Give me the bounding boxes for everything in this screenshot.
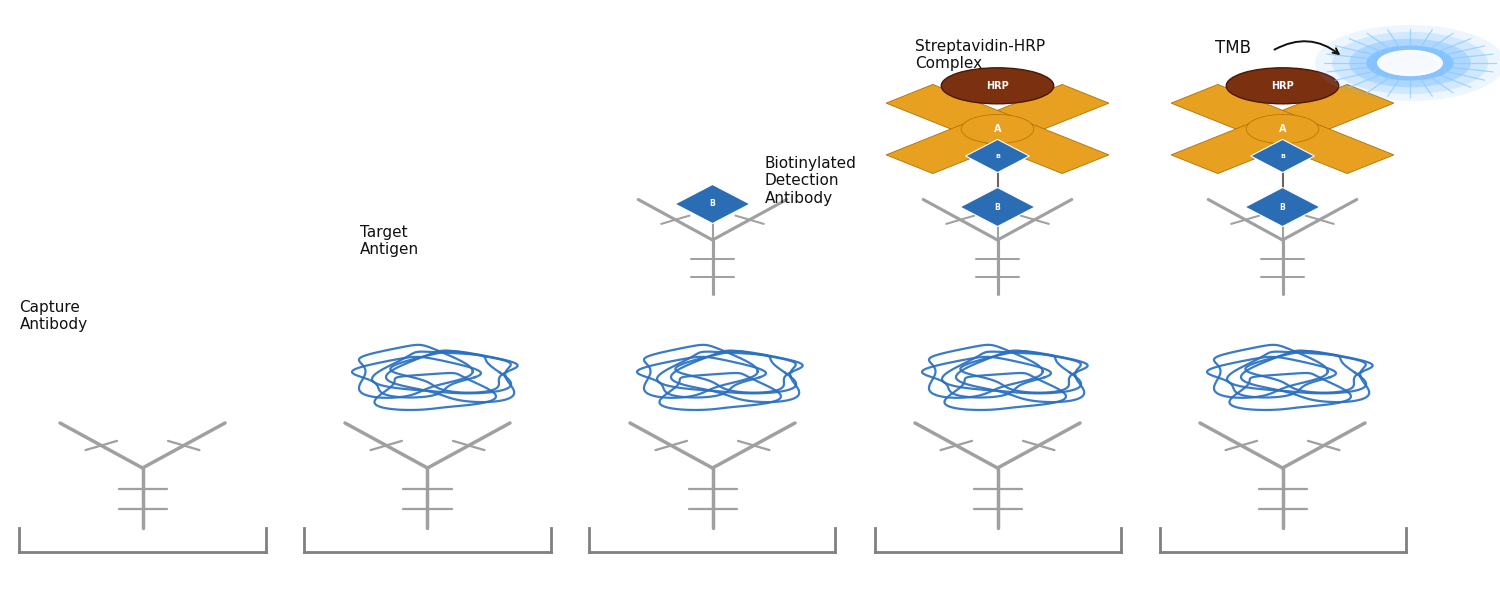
Circle shape: [962, 115, 1034, 143]
Text: Capture
Antibody: Capture Antibody: [20, 300, 87, 332]
Polygon shape: [886, 85, 1022, 139]
Polygon shape: [1245, 187, 1320, 226]
Text: A: A: [993, 124, 1002, 134]
Circle shape: [1377, 50, 1443, 76]
Text: HRP: HRP: [986, 81, 1010, 91]
Circle shape: [1348, 38, 1472, 88]
Polygon shape: [1251, 139, 1314, 173]
Circle shape: [1383, 52, 1437, 74]
Text: HRP: HRP: [1270, 81, 1294, 91]
Text: B: B: [1280, 202, 1286, 211]
Text: B: B: [994, 154, 1000, 158]
Polygon shape: [974, 119, 1108, 173]
Polygon shape: [1172, 119, 1306, 173]
Text: B: B: [994, 202, 1000, 211]
Circle shape: [1332, 32, 1488, 94]
Text: A: A: [1278, 124, 1286, 134]
Polygon shape: [966, 139, 1029, 173]
Polygon shape: [1258, 119, 1394, 173]
Text: Target
Antigen: Target Antigen: [360, 225, 419, 257]
Circle shape: [1316, 25, 1500, 101]
Text: TMB: TMB: [1215, 39, 1251, 57]
Text: Streptavidin-HRP
Complex: Streptavidin-HRP Complex: [915, 39, 1046, 71]
Ellipse shape: [1227, 68, 1338, 104]
Polygon shape: [886, 119, 1022, 173]
Polygon shape: [974, 85, 1108, 139]
Circle shape: [1366, 46, 1454, 80]
Text: B: B: [1280, 154, 1286, 158]
Polygon shape: [1172, 85, 1306, 139]
Polygon shape: [1258, 85, 1394, 139]
Polygon shape: [675, 185, 750, 223]
Polygon shape: [960, 187, 1035, 226]
Circle shape: [1246, 115, 1318, 143]
Text: Biotinylated
Detection
Antibody: Biotinylated Detection Antibody: [765, 156, 856, 206]
Ellipse shape: [942, 68, 1053, 104]
Text: B: B: [710, 199, 716, 208]
